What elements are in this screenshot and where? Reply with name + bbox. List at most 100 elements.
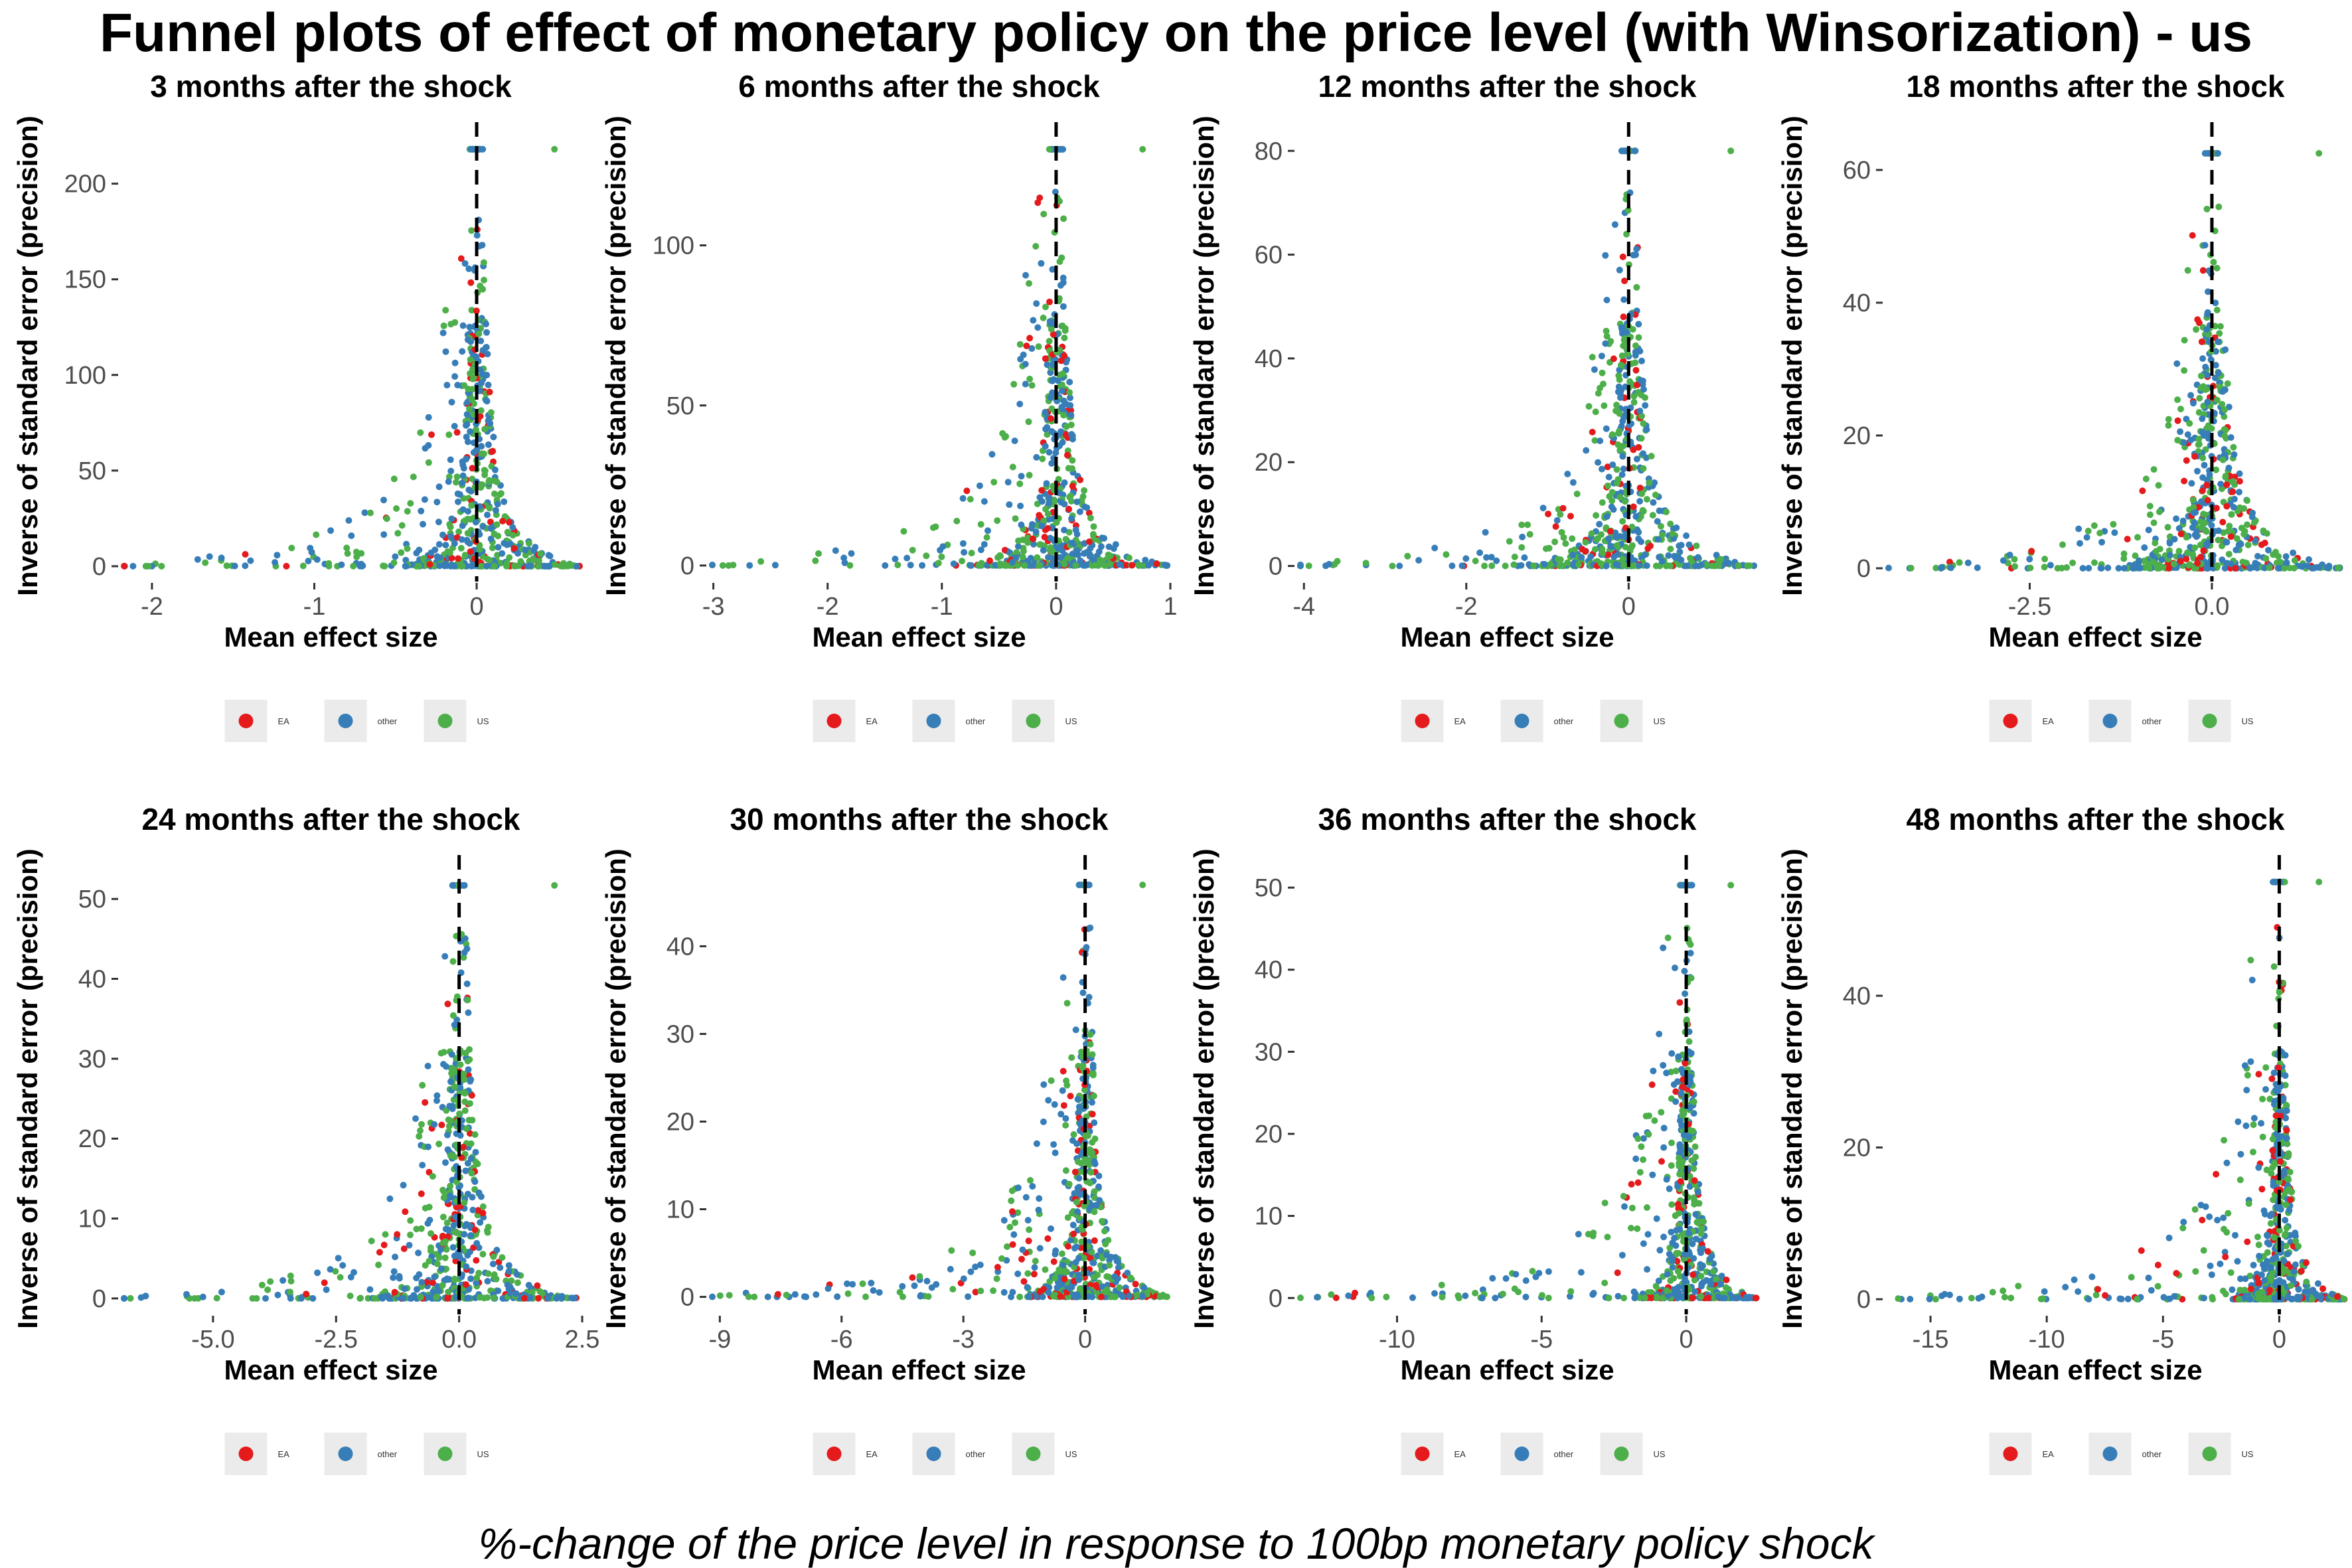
data-point: [1633, 455, 1640, 463]
data-point: [424, 1062, 431, 1069]
data-point: [1050, 1293, 1057, 1300]
data-point: [1044, 424, 1051, 431]
panel-title: 6 months after the shock: [738, 69, 1100, 104]
data-point: [1669, 1257, 1676, 1265]
data-point: [560, 560, 567, 567]
data-point: [1032, 1257, 1039, 1265]
data-point: [1631, 147, 1638, 155]
y-tick-label: 50: [666, 392, 694, 420]
data-point: [1575, 1231, 1582, 1238]
data-point: [1632, 342, 1639, 349]
data-point: [1681, 1251, 1688, 1258]
data-point: [1488, 562, 1496, 570]
data-point: [467, 1232, 475, 1239]
data-point: [436, 554, 443, 562]
data-point: [1077, 1160, 1085, 1167]
scatter-points: [709, 882, 1170, 1300]
data-point: [477, 407, 485, 414]
data-point: [1618, 1251, 1626, 1259]
data-point: [2203, 326, 2211, 333]
data-point: [1598, 353, 1605, 360]
data-point: [479, 1210, 487, 1217]
data-point: [1656, 1030, 1663, 1038]
data-point: [2164, 524, 2171, 531]
data-point: [361, 509, 368, 516]
data-point: [1089, 530, 1097, 538]
data-point: [463, 421, 471, 428]
data-point: [402, 1208, 409, 1215]
data-point: [339, 1262, 347, 1269]
data-point: [2059, 541, 2066, 548]
y-axis-label: Inverse of standard error (precision): [600, 116, 631, 596]
data-point: [1635, 388, 1642, 396]
data-point: [343, 544, 351, 552]
data-point: [453, 1178, 461, 1186]
legend-label-other: other: [1554, 716, 1574, 726]
data-point: [1048, 1225, 1054, 1232]
data-point: [1061, 1275, 1068, 1283]
data-point: [1089, 1138, 1096, 1146]
data-point: [1632, 513, 1640, 520]
data-point: [1640, 386, 1647, 393]
data-point: [1101, 534, 1108, 542]
data-point: [967, 1268, 975, 1275]
data-point: [1068, 1054, 1075, 1061]
data-point: [1592, 408, 1599, 416]
data-point: [1074, 1095, 1081, 1103]
data-point: [287, 1289, 293, 1296]
data-point: [1039, 1293, 1046, 1300]
data-point: [480, 259, 487, 266]
data-point: [338, 561, 345, 568]
data-point: [1064, 1214, 1071, 1221]
data-point: [1142, 556, 1149, 564]
data-point: [443, 382, 451, 389]
data-point: [938, 553, 945, 560]
data-point: [435, 1254, 443, 1261]
data-point: [1022, 272, 1029, 279]
data-point: [1624, 206, 1632, 214]
data-point: [764, 1293, 771, 1300]
data-point: [1025, 418, 1032, 426]
data-point: [1628, 1225, 1634, 1231]
data-point: [464, 996, 471, 1004]
data-point: [1717, 556, 1725, 563]
data-point: [2199, 415, 2206, 422]
data-point: [356, 1294, 364, 1302]
data-point: [1126, 1293, 1133, 1300]
data-point: [1090, 1273, 1097, 1281]
data-point: [1458, 562, 1466, 570]
data-point: [1048, 1077, 1055, 1084]
data-point: [1072, 1259, 1079, 1266]
data-point: [467, 1076, 475, 1083]
data-point: [288, 544, 295, 552]
data-point: [484, 1229, 491, 1236]
y-axis-label: Inverse of standard error (precision): [12, 848, 43, 1329]
legend-label-other: other: [378, 716, 398, 726]
data-point: [2240, 530, 2248, 538]
data-point: [1605, 473, 1612, 481]
data-point: [522, 546, 529, 554]
data-point: [1512, 1271, 1520, 1278]
scatter-points: [121, 882, 580, 1302]
data-point: [368, 1237, 375, 1245]
data-point: [483, 398, 491, 405]
data-point: [469, 1206, 477, 1214]
data-point: [841, 559, 848, 566]
data-point: [430, 1289, 437, 1295]
data-point: [1035, 343, 1042, 351]
data-point: [1614, 542, 1620, 549]
data-point: [2079, 565, 2086, 572]
x-tick-label: -5.0: [191, 1326, 234, 1354]
data-point: [1664, 934, 1672, 941]
data-point: [2141, 544, 2148, 551]
data-point: [1602, 252, 1609, 259]
data-point: [2215, 536, 2222, 544]
data-point: [1297, 562, 1304, 569]
data-point: [1046, 145, 1053, 153]
x-tick-label: 1: [1163, 593, 1177, 621]
data-point: [998, 1255, 1005, 1262]
data-point: [1690, 1165, 1697, 1172]
data-point: [1660, 1125, 1668, 1132]
data-point: [1521, 554, 1528, 561]
data-point: [2210, 258, 2217, 266]
